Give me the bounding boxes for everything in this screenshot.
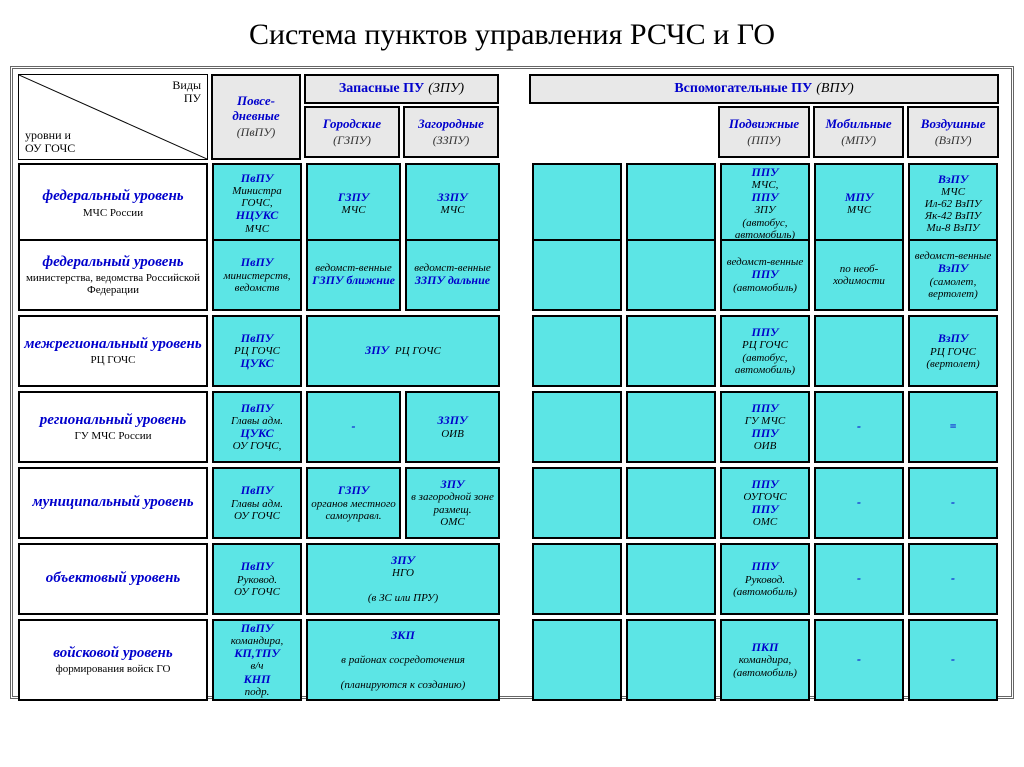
header-vzpu: Воздушные(ВзПУ) — [907, 106, 999, 158]
cell: ПвПУМинистра ГОЧС,НЦУКС МЧС — [212, 163, 302, 244]
cell: ПвПУминистерств, ведомств — [212, 239, 302, 311]
cell: - — [814, 467, 904, 539]
cell-empty — [626, 543, 716, 615]
header-group-zpu: Запасные ПУ(ЗПУ) Городские(ГЗПУ) Загород… — [304, 74, 499, 160]
cell: ПвПУГлавы адм.ЦУКСОУ ГОЧС, — [212, 391, 302, 463]
corner-bottom-label: уровни и ОУ ГОЧС — [25, 129, 75, 155]
cell-empty — [532, 619, 622, 701]
header-group-vpu: Вспомогательные ПУ(ВПУ) Подвижные(ППУ) М… — [529, 74, 999, 160]
cell: ведомст-венныеВзПУ(самолет, вертолет) — [908, 239, 998, 311]
cell: - — [908, 467, 998, 539]
cell-empty — [532, 315, 622, 387]
cell-empty — [626, 315, 716, 387]
header-ppu: Подвижные(ППУ) — [718, 106, 810, 158]
cell-empty — [532, 467, 622, 539]
cell-empty — [626, 391, 716, 463]
header-gzpu: Городские(ГЗПУ) — [304, 106, 400, 158]
cell-merged: ЗПУ НГО(в ЗС или ПРУ) — [306, 543, 500, 615]
row-label-regional: региональный уровеньГУ МЧС России — [18, 391, 208, 463]
header-vpu-blank2 — [624, 106, 716, 158]
cell: ГЗПУорганов местного самоуправл. — [306, 467, 401, 539]
cell: ВзПУ МЧСИл-62 ВзПУЯк-42 ВзПУМи-8 ВзПУ — [908, 163, 998, 244]
table-row: объектовый уровень ПвПУРуковод.ОУ ГОЧС З… — [18, 543, 1006, 615]
header-povsednevnye: Повсе- дневные (ПвПУ) — [211, 74, 301, 160]
diagram-frame: Виды ПУ уровни и ОУ ГОЧС Повсе- дневные … — [10, 66, 1014, 699]
cell: ПвПУРуковод.ОУ ГОЧС — [212, 543, 302, 615]
cell: ППУ МЧС,ППУ ЗПУ(автобус, автомобиль) — [720, 163, 810, 244]
table-row: межрегиональный уровеньРЦ ГОЧС ПвПУРЦ ГО… — [18, 315, 1006, 387]
cell: ГЗПУМЧС — [306, 163, 401, 244]
cell: - — [814, 543, 904, 615]
header-zpu-title: Запасные ПУ(ЗПУ) — [304, 74, 499, 104]
corner-top-label: Виды ПУ — [172, 79, 201, 105]
cell: ППУГУ МЧСППУОИВ — [720, 391, 810, 463]
cell: - — [908, 619, 998, 701]
cell: - — [814, 391, 904, 463]
header-vpu-title: Вспомогательные ПУ(ВПУ) — [529, 74, 999, 104]
cell: ППУРЦ ГОЧС(автобус, автомобиль) — [720, 315, 810, 387]
cell-empty — [626, 619, 716, 701]
row-label-federal-ministries: федеральный уровеньминистерства, ведомст… — [18, 239, 208, 311]
cell: ВзПУРЦ ГОЧС(вертолет) — [908, 315, 998, 387]
row-label-federal-mchs: федеральный уровеньМЧС России — [18, 163, 208, 244]
table-row: войсковой уровеньформирования войск ГО П… — [18, 619, 1006, 691]
cell: ведомст-венныеППУ(автомобиль) — [720, 239, 810, 311]
cell: ведомст-венныеЗЗПУ дальние — [405, 239, 500, 311]
cell-empty — [532, 391, 622, 463]
cell-empty — [626, 163, 716, 244]
cell-empty — [532, 239, 622, 311]
cell-merged: ЗПУ РЦ ГОЧС — [306, 315, 500, 387]
header-mpu: Мобильные(МПУ) — [813, 106, 905, 158]
cell-empty — [532, 163, 622, 244]
cell-empty — [626, 467, 716, 539]
page-title: Система пунктов управления РСЧС и ГО — [10, 18, 1014, 52]
table-row: муниципальный уровень ПвПУГлавы адм.ОУ Г… — [18, 467, 1006, 539]
header-vpu-blank1 — [529, 106, 621, 158]
row-label-municipal: муниципальный уровень — [18, 467, 208, 539]
cell: МПУМЧС — [814, 163, 904, 244]
cell: ПвПУРЦ ГОЧСЦУКС — [212, 315, 302, 387]
cell: ведомст-венныеГЗПУ ближние — [306, 239, 401, 311]
cell: ПвПУкомандира,КП,ТПУ в/чКНП подр. — [212, 619, 302, 701]
cell-empty — [814, 315, 904, 387]
table-row: региональный уровеньГУ МЧС России ПвПУГл… — [18, 391, 1006, 463]
body-grid: федеральный уровеньМЧС России ПвПУМинист… — [18, 163, 1006, 691]
cell: ПвПУГлавы адм.ОУ ГОЧС — [212, 467, 302, 539]
cell: ЗЗПУОИВ — [405, 391, 500, 463]
cell: ЗПУв загородной зоне размещ.ОМС — [405, 467, 500, 539]
header-zzpu: Загородные(ЗЗПУ) — [403, 106, 499, 158]
cell: ПКПкомандира,(автомобиль) — [720, 619, 810, 701]
cell-empty — [532, 543, 622, 615]
table-row: федеральный уровеньминистерства, ведомст… — [18, 239, 1006, 311]
cell-empty — [626, 239, 716, 311]
cell: - — [908, 543, 998, 615]
cell: ППУРуковод.(автомобиль) — [720, 543, 810, 615]
corner-cell: Виды ПУ уровни и ОУ ГОЧС — [18, 74, 208, 160]
row-label-troops: войсковой уровеньформирования войск ГО — [18, 619, 208, 701]
cell: ЗЗПУМЧС — [405, 163, 500, 244]
row-label-interregional: межрегиональный уровеньРЦ ГОЧС — [18, 315, 208, 387]
cell: - — [306, 391, 401, 463]
header-row: Виды ПУ уровни и ОУ ГОЧС Повсе- дневные … — [18, 74, 1006, 160]
cell: = — [908, 391, 998, 463]
cell: - — [814, 619, 904, 701]
table-row: федеральный уровеньМЧС России ПвПУМинист… — [18, 163, 1006, 235]
row-label-object: объектовый уровень — [18, 543, 208, 615]
cell-merged: ЗКПв районах сосредоточения(планируются … — [306, 619, 500, 701]
cell: по необ-ходимости — [814, 239, 904, 311]
cell: ППУОУГОЧСППУОМС — [720, 467, 810, 539]
